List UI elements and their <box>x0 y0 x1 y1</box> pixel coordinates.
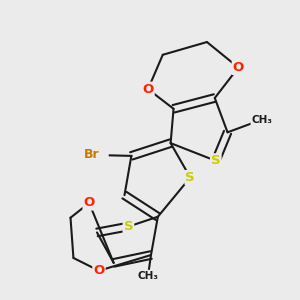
Text: S: S <box>124 220 133 233</box>
Text: O: O <box>142 82 154 96</box>
Text: S: S <box>211 154 220 167</box>
Text: CH₃: CH₃ <box>251 115 272 124</box>
Text: Br: Br <box>84 148 100 161</box>
Text: CH₃: CH₃ <box>137 271 158 281</box>
Text: O: O <box>233 61 244 74</box>
Text: O: O <box>83 196 95 209</box>
Text: O: O <box>93 264 105 277</box>
Text: S: S <box>185 171 195 184</box>
